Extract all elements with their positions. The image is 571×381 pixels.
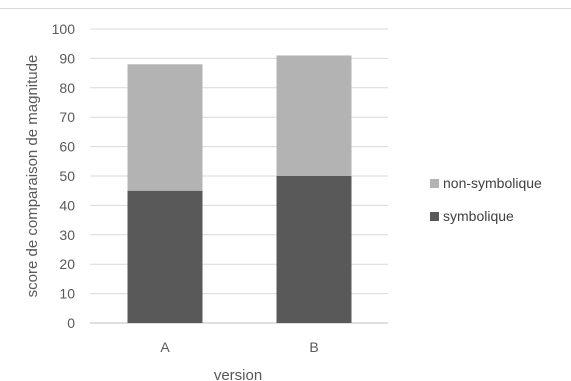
y-tick-label: 90 <box>59 50 75 66</box>
bar-non-symbolique-A <box>127 64 203 191</box>
y-tick-label: 0 <box>67 315 75 331</box>
y-tick-label: 70 <box>59 109 75 125</box>
y-axis-title: score de comparaison de magnitude <box>24 55 41 298</box>
x-tick-label: A <box>160 339 170 355</box>
legend-label-non-symbolique: non-symbolique <box>443 175 542 191</box>
legend-swatch-symbolique <box>430 212 439 221</box>
y-tick-label: 100 <box>52 21 76 37</box>
x-tick-label: B <box>309 339 318 355</box>
y-tick-label: 40 <box>59 197 75 213</box>
y-tick-label: 80 <box>59 80 75 96</box>
y-tick-label: 10 <box>59 286 75 302</box>
legend-label-symbolique: symbolique <box>443 208 514 224</box>
y-tick-label: 30 <box>59 227 75 243</box>
bars <box>127 55 352 323</box>
y-tick-label: 20 <box>59 256 75 272</box>
bar-non-symbolique-B <box>276 55 352 176</box>
legend-swatch-non-symbolique <box>430 179 439 188</box>
legend: non-symbolique symbolique <box>430 175 542 224</box>
x-axis-title: version <box>214 367 262 381</box>
y-axis-ticks: 0 10 20 30 40 50 60 70 80 90 100 <box>52 21 76 331</box>
chart-border-top <box>0 8 571 9</box>
y-tick-label: 60 <box>59 139 75 155</box>
y-tick-label: 50 <box>59 168 75 184</box>
bar-symbolique-B <box>276 176 352 323</box>
bar-symbolique-A <box>127 190 203 323</box>
